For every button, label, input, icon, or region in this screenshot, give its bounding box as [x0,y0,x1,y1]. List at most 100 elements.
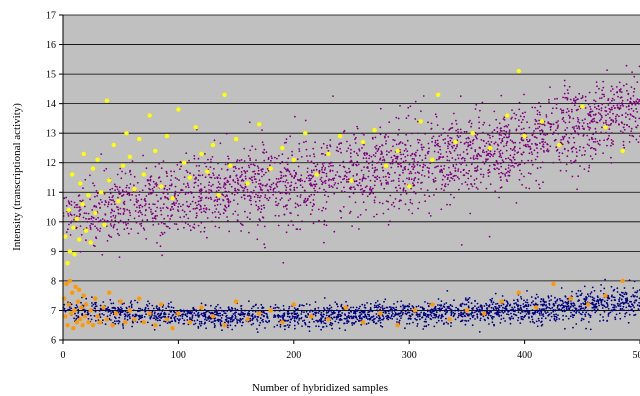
highlight-point [499,299,504,304]
data-point [400,153,402,156]
data-point [487,175,490,178]
data-point [181,209,184,212]
data-point [293,310,296,313]
data-point [195,216,198,219]
data-point [440,300,443,302]
data-point [467,188,470,190]
data-point [215,309,218,311]
data-point [161,233,164,236]
data-point [409,154,412,157]
data-point [73,201,76,204]
data-point [360,169,363,172]
data-point [361,132,363,135]
data-point [124,318,126,320]
data-point [492,155,494,158]
data-point [353,180,356,183]
data-point [75,227,78,230]
data-point [337,316,339,319]
data-point [496,313,499,316]
data-point [349,155,352,158]
data-point [323,168,326,171]
data-point [305,200,308,203]
data-point [186,171,189,174]
data-point [416,319,418,321]
data-point [582,146,585,149]
data-point [428,171,430,174]
data-point [359,188,362,191]
data-point [295,317,298,320]
data-point [490,299,493,302]
data-point [108,235,111,238]
data-point [301,186,304,189]
data-point [535,137,538,139]
data-point [276,204,279,207]
data-point [563,92,566,95]
data-point [369,302,372,305]
data-point [314,165,317,168]
data-point [297,205,300,207]
data-point [577,118,580,121]
data-point [547,121,550,124]
data-point [402,308,404,310]
data-point [388,176,390,179]
data-point [559,161,562,164]
data-point [498,168,500,171]
data-point [190,318,193,321]
data-point [192,306,195,309]
data-point [351,322,354,324]
data-point [553,315,556,318]
data-point [163,203,165,206]
data-point [395,306,398,309]
data-point [151,187,154,190]
data-point [468,297,471,299]
data-point [470,302,473,305]
data-point [283,315,285,317]
data-point [438,308,441,311]
data-point [208,208,211,211]
data-point [209,176,212,179]
data-point [205,207,208,210]
data-point [261,141,264,144]
data-point [314,180,316,183]
data-point [109,198,111,201]
data-point [552,303,555,306]
data-point [489,152,491,155]
data-point [616,104,619,107]
data-point [620,298,623,301]
data-point [129,214,132,217]
data-point [295,228,298,231]
data-point [446,173,448,176]
data-point [432,310,435,313]
data-point [618,107,620,109]
data-point [252,317,254,320]
data-point [591,286,594,289]
data-point [509,318,512,321]
data-point [418,201,421,204]
data-point [63,303,66,306]
data-point [501,138,504,140]
data-point [426,310,429,313]
data-point [129,199,132,201]
data-point [630,295,633,298]
data-point [185,213,188,216]
data-point [541,141,543,143]
highlight-point [67,278,73,284]
data-point [500,141,502,144]
data-point [303,189,306,192]
data-point [608,124,610,126]
data-point [328,184,330,187]
data-point [554,98,556,100]
data-point [587,103,590,106]
data-point [354,188,356,191]
data-point [601,126,603,129]
data-point [508,129,511,132]
data-point [437,151,440,154]
data-point [447,147,449,150]
data-point [394,314,396,317]
data-point [503,299,506,302]
data-point [263,206,266,209]
data-point [404,165,407,168]
data-point [502,312,505,314]
data-point [558,304,560,306]
data-point [372,154,375,156]
